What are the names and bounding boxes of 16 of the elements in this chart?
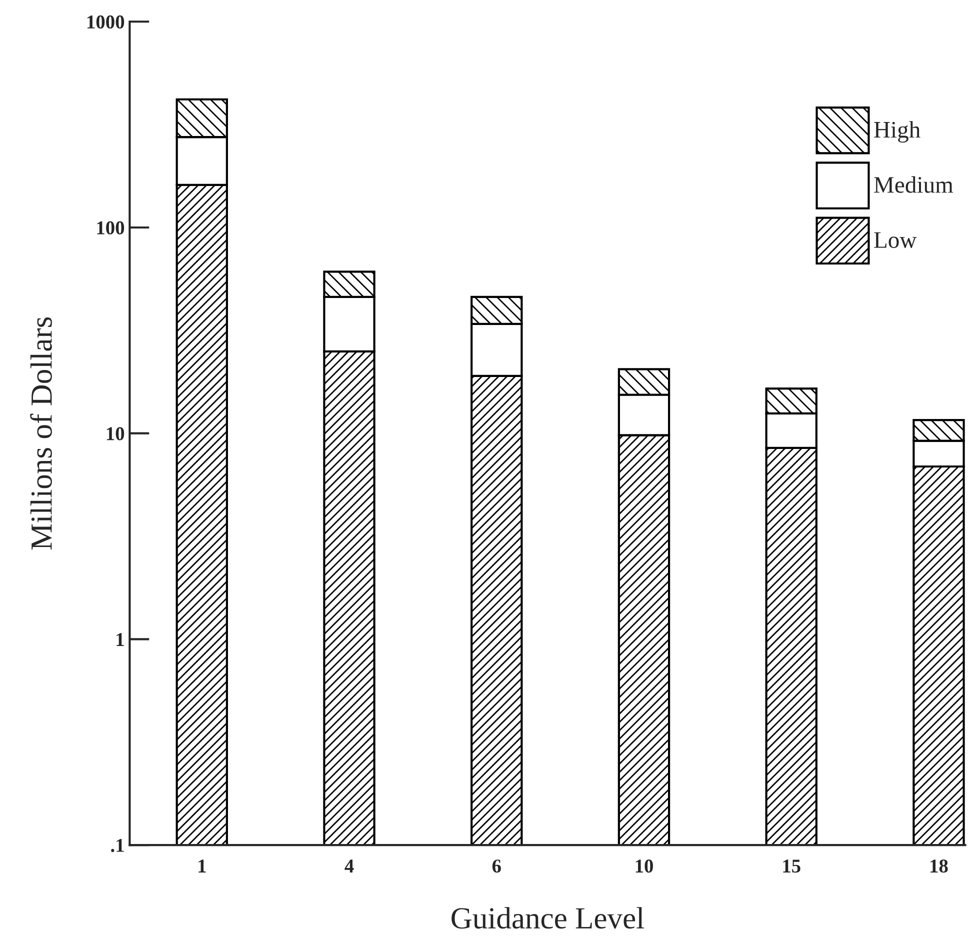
y-axis-title: Millions of Dollars [30,317,52,550]
legend-label: Medium [874,176,954,193]
x-tick-label: 10 [636,860,653,873]
x-tick-label: 18 [930,860,948,873]
x-tick-label: 1 [198,860,206,872]
y-tick-label: 1000 [87,15,124,29]
y-tick-label: 1 [116,633,124,646]
y-tick-label: 100 [97,221,124,234]
legend-label: Low [874,232,917,248]
x-tick-label: 6 [492,860,501,873]
y-tick-label: .1 [111,838,124,852]
x-axis-title: Guidance Level [452,907,644,929]
x-tick-label: 15 [783,860,800,873]
y-tick-label: 10 [106,427,124,440]
x-tick-label: 4 [344,860,354,872]
legend-label: High [874,121,920,143]
